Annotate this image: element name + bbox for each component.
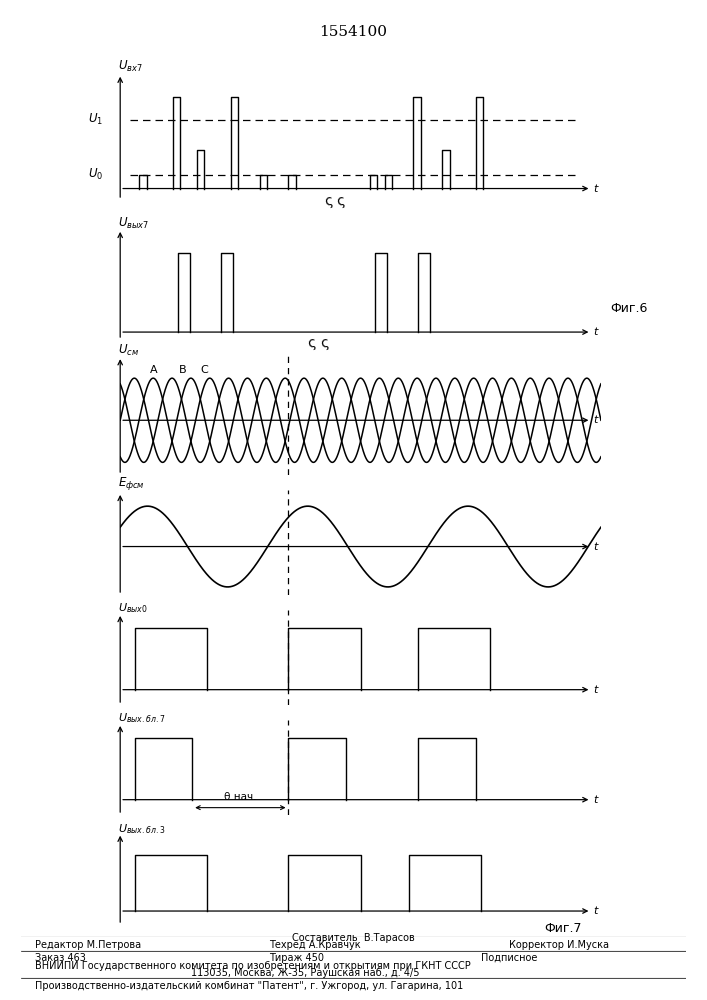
Text: t: t <box>594 795 598 805</box>
Text: Заказ 463: Заказ 463 <box>35 953 86 963</box>
Text: $E_{фсм}$: $E_{фсм}$ <box>118 475 145 492</box>
Text: $U_{вых7}$: $U_{вых7}$ <box>118 215 149 231</box>
Text: Техред А.Кравчук: Техред А.Кравчук <box>269 940 361 950</box>
Text: $U_{вых.бл.3}$: $U_{вых.бл.3}$ <box>118 822 165 836</box>
Text: $\mathsf{\varsigma}$: $\mathsf{\varsigma}$ <box>324 195 335 211</box>
Text: ВНИИПИ Государственного комитета по изобретениям и открытиям при ГКНТ СССР: ВНИИПИ Государственного комитета по изоб… <box>35 961 471 971</box>
Text: t: t <box>594 415 598 425</box>
Text: t: t <box>594 184 598 194</box>
Text: Фиг.7: Фиг.7 <box>544 922 582 935</box>
Text: Составитель  В.Тарасов: Составитель В.Тарасов <box>292 933 415 943</box>
Text: B: B <box>179 365 187 375</box>
Text: $\mathsf{\varsigma}$: $\mathsf{\varsigma}$ <box>307 337 318 353</box>
Text: $\mathsf{\varsigma}$: $\mathsf{\varsigma}$ <box>319 337 330 353</box>
Text: Производственно-издательский комбинат "Патент", г. Ужгород, ул. Гагарина, 101: Производственно-издательский комбинат "П… <box>35 981 464 991</box>
Text: $U_{вых.бл.7}$: $U_{вых.бл.7}$ <box>118 711 165 725</box>
Text: $\mathsf{\varsigma}$: $\mathsf{\varsigma}$ <box>336 195 347 211</box>
Text: t: t <box>594 685 598 695</box>
Text: Тираж 450: Тираж 450 <box>269 953 324 963</box>
Text: Редактор М.Петрова: Редактор М.Петрова <box>35 940 141 950</box>
Text: t: t <box>594 906 598 916</box>
Text: 113035, Москва, Ж-35, Раушская наб., д. 4/5: 113035, Москва, Ж-35, Раушская наб., д. … <box>191 968 419 978</box>
Text: $U_{вх7}$: $U_{вх7}$ <box>118 59 143 74</box>
Text: $U_0$: $U_0$ <box>88 167 103 182</box>
Text: 1554100: 1554100 <box>320 25 387 39</box>
Text: t: t <box>594 327 598 337</box>
Text: $U_1$: $U_1$ <box>88 112 103 127</box>
Text: $U_{вых0}$: $U_{вых0}$ <box>118 601 148 615</box>
Text: Подписное: Подписное <box>481 953 537 963</box>
Text: $U_{см}$: $U_{см}$ <box>118 343 139 358</box>
Text: Фиг.6: Фиг.6 <box>611 302 648 315</box>
Text: C: C <box>201 365 208 375</box>
Text: A: A <box>150 365 158 375</box>
Text: θ нач.: θ нач. <box>224 792 257 802</box>
Text: t: t <box>594 542 598 552</box>
Text: Корректор И.Муска: Корректор И.Муска <box>509 940 609 950</box>
